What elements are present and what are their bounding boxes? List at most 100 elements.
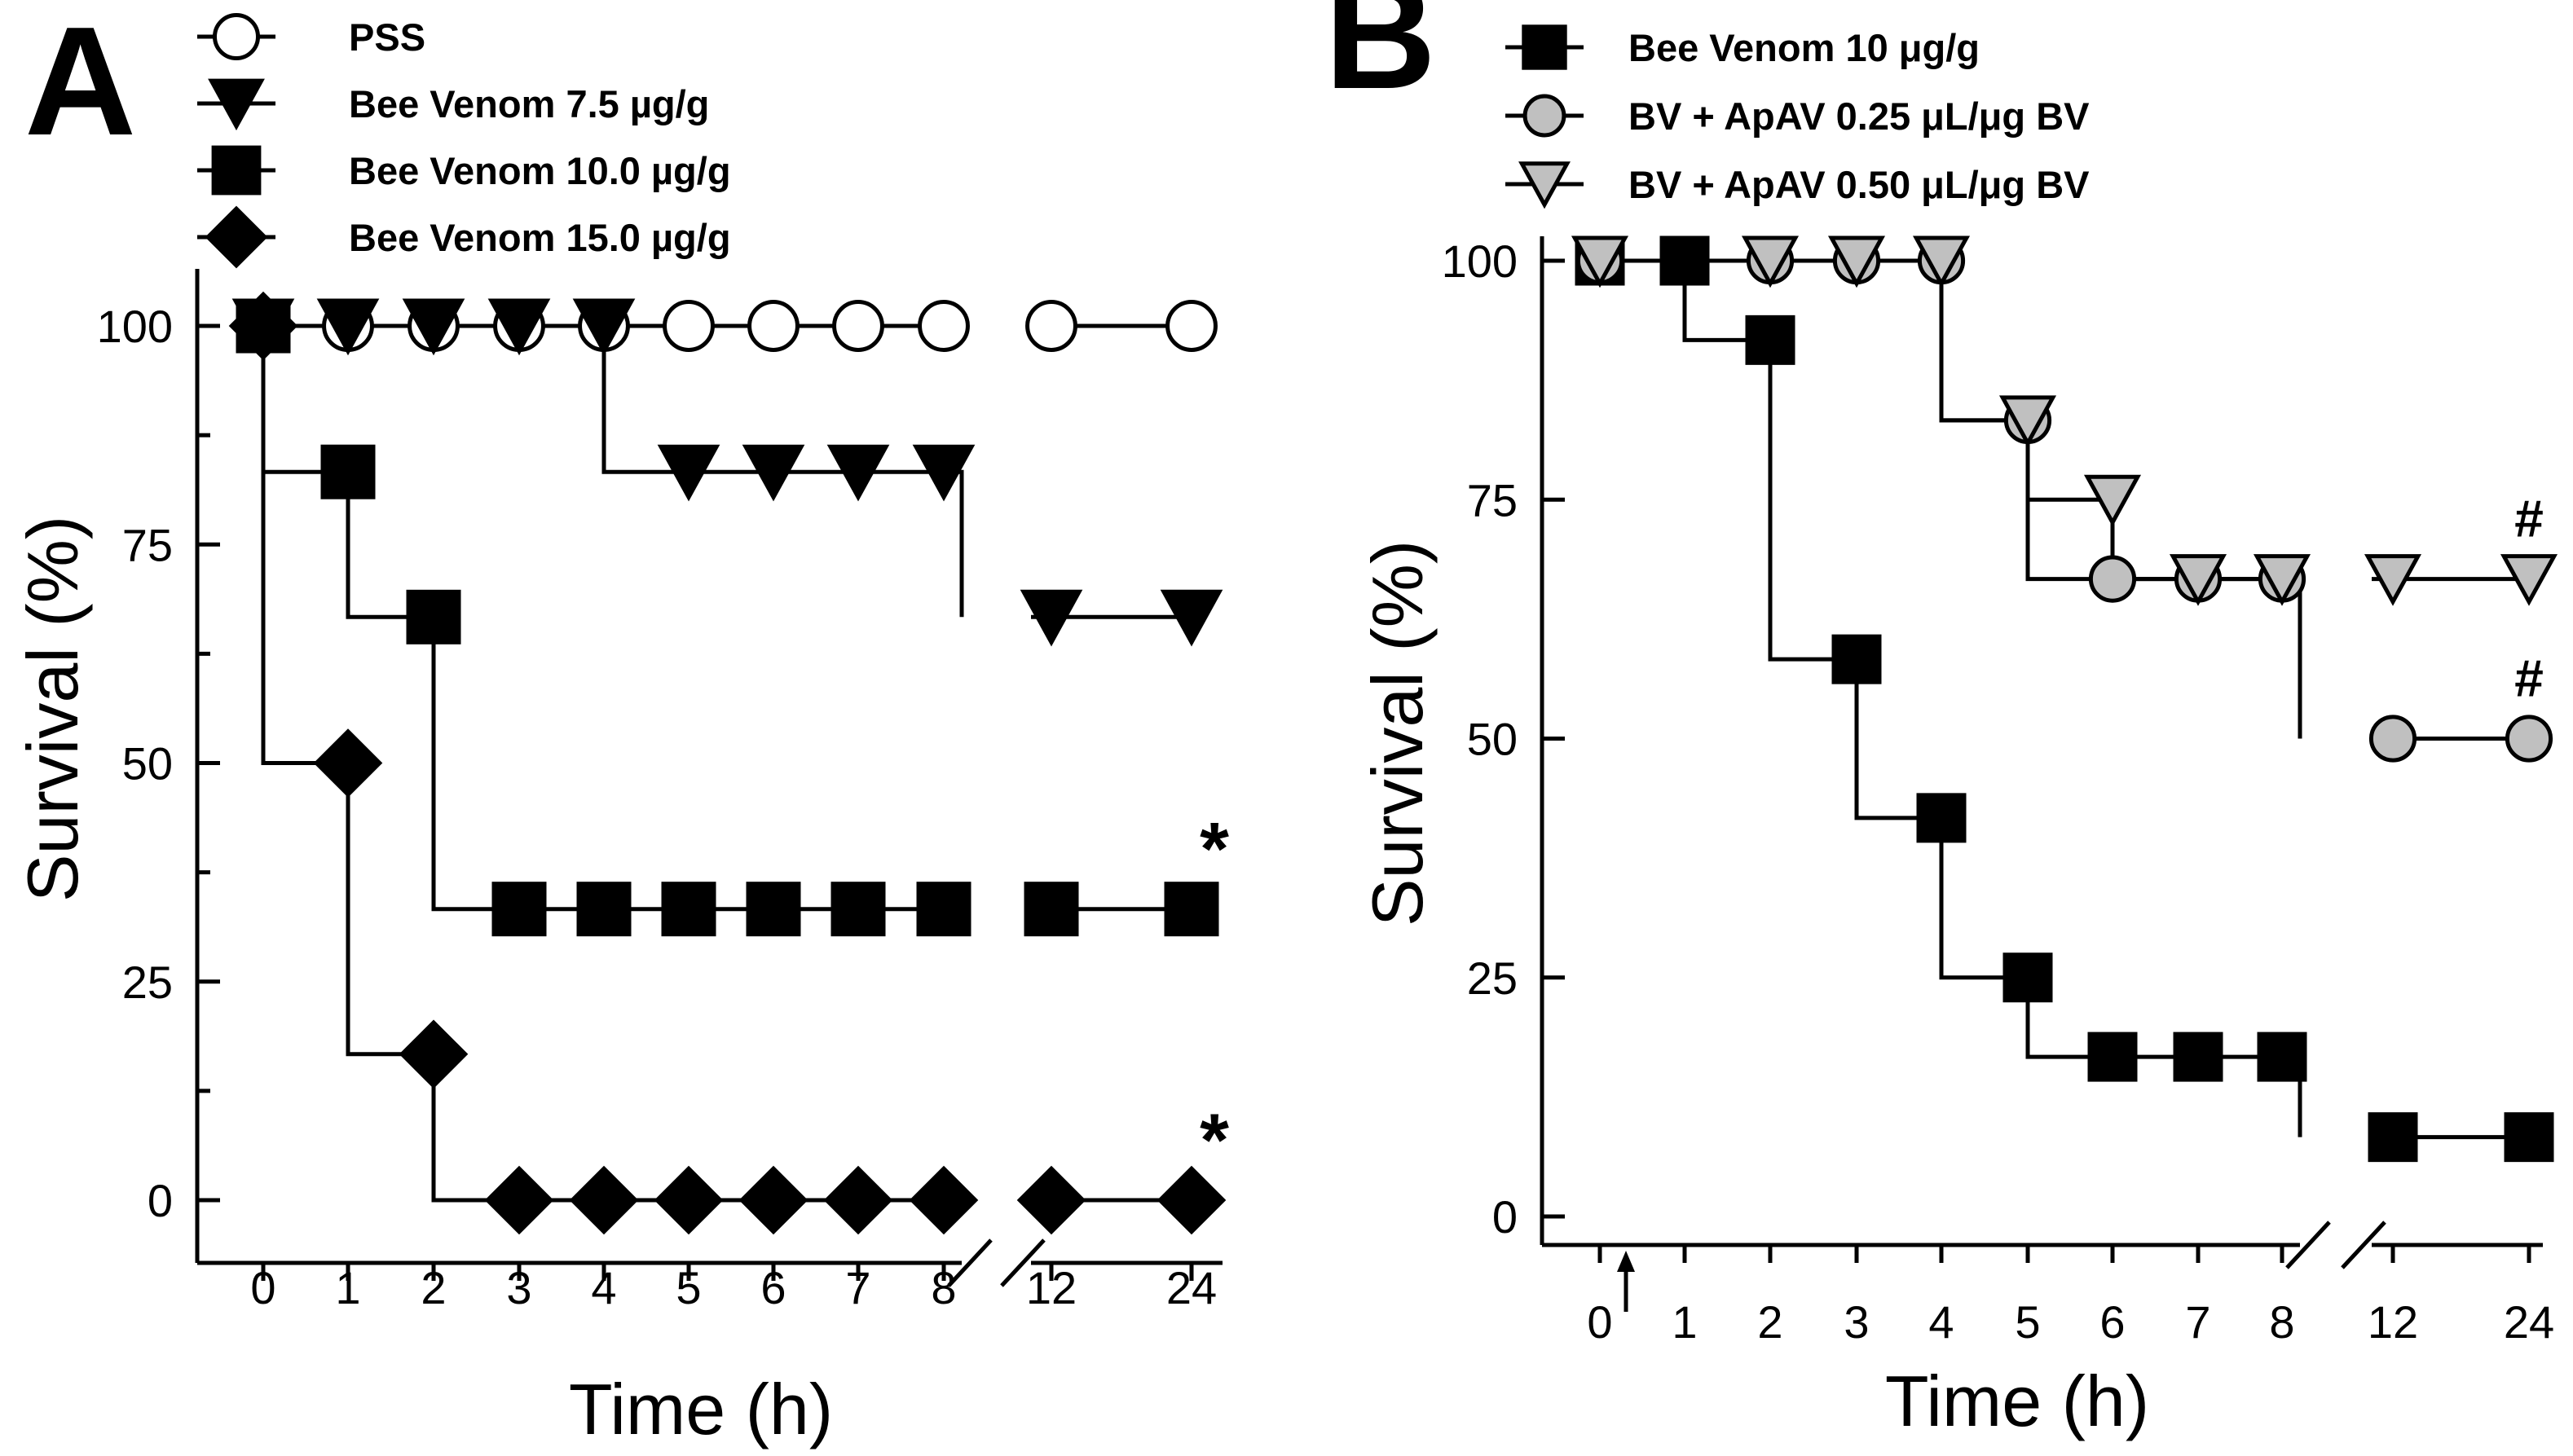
marker-bee-venom-7-5-ug-g	[1020, 589, 1083, 647]
marker-bee-venom-15-0-ug-g	[1157, 1165, 1227, 1235]
legend-marker-bee-venom-7-5-ug-g	[208, 78, 265, 131]
y-tick-label: 0	[1492, 1191, 1518, 1243]
x-tick-label: 7	[845, 1262, 870, 1313]
y-tick-label: 25	[1467, 952, 1518, 1004]
marker-pss	[747, 300, 800, 352]
marker-bee-venom-10-ug-g	[2087, 1032, 2138, 1082]
series-lines	[1600, 258, 2529, 1140]
marker-bee-venom-15-0-ug-g	[1016, 1165, 1086, 1235]
legend: PSS Bee Venom 7.5 µg/g Bee Venom 10.0 µg/g…	[197, 12, 731, 269]
x-axis-title: Time (h)	[1885, 1361, 2149, 1441]
marker-bee-venom-7-5-ug-g	[742, 444, 805, 502]
marker-bee-venom-7-5-ug-g	[487, 298, 551, 356]
x-tick-label: 12	[1026, 1262, 1077, 1313]
marker-bee-venom-10-0-ug-g	[320, 444, 376, 499]
marker-bv-apav-0-50-ul-ug-bv	[2253, 554, 2311, 606]
series-markers	[228, 291, 1227, 1235]
marker-pss	[663, 300, 715, 352]
series-line-bee-venom-15-0-ug-g	[261, 326, 1192, 1203]
marker-pss	[832, 300, 884, 352]
y-tick-label: 25	[122, 957, 173, 1008]
y-axis-title: Survival (%)	[1357, 540, 1438, 926]
marker-bv-apav-0-50-ul-ug-bv	[1912, 235, 1971, 288]
legend-label: Bee Venom 10 μg/g	[1628, 26, 1980, 69]
x-axis-title: Time (h)	[569, 1369, 833, 1449]
legend-marker-bee-venom-10-0-ug-g	[211, 145, 262, 196]
marker-pss	[918, 300, 970, 352]
x-tick-label: 1	[1672, 1296, 1697, 1348]
legend-label: Bee Venom 7.5 µg/g	[349, 82, 709, 125]
series-line-bee-venom-10-ug-g	[1600, 258, 2529, 1140]
marker-bee-venom-15-0-ug-g	[484, 1165, 554, 1235]
y-tick-label: 0	[148, 1175, 173, 1226]
marker-bv-apav-0-50-ul-ug-bv	[2083, 474, 2142, 527]
marker-bee-venom-15-0-ug-g	[654, 1165, 724, 1235]
marker-bee-venom-10-ug-g	[1916, 793, 1967, 843]
x-tick-label: 4	[1928, 1296, 1954, 1348]
y-tick-label: 75	[122, 519, 173, 570]
x-tick-label: 2	[421, 1262, 446, 1313]
x-tick-label: 24	[1166, 1262, 1217, 1313]
marker-bee-venom-10-0-ug-g	[491, 882, 547, 937]
legend: Bee Venom 10 μg/g BV + ApAV 0.25 μL/μg BV…	[1505, 24, 2090, 209]
y-tick-label: 50	[1467, 714, 1518, 765]
legend-label: BV + ApAV 0.25 μL/μg BV	[1628, 95, 2090, 138]
x-tick-label: 1	[335, 1262, 360, 1313]
panel-letter: B	[1324, 0, 1436, 121]
marker-bee-venom-10-0-ug-g	[916, 882, 971, 937]
marker-bv-apav-0-50-ul-ug-bv	[1571, 235, 1629, 288]
marker-bee-venom-15-0-ug-g	[823, 1165, 893, 1235]
marker-bee-venom-15-0-ug-g	[313, 728, 383, 798]
x-tick-label: 12	[2368, 1296, 2418, 1348]
series-lines	[261, 323, 1192, 1203]
marker-bv-apav-0-25-ul-ug-bv	[2368, 715, 2417, 763]
marker-bee-venom-10-ug-g	[1745, 315, 1795, 365]
x-tick-label: 2	[1757, 1296, 1782, 1348]
axis-break-slash	[2341, 1221, 2386, 1269]
marker-bee-venom-10-ug-g	[2173, 1032, 2223, 1082]
y-tick-label: 50	[122, 738, 173, 790]
marker-bee-venom-10-ug-g	[2257, 1032, 2307, 1082]
marker-bee-venom-10-0-ug-g	[406, 589, 461, 644]
marker-bee-venom-15-0-ug-g	[909, 1165, 979, 1235]
marker-bv-apav-0-50-ul-ug-bv	[2169, 554, 2227, 606]
significance-marker: #	[2514, 490, 2544, 548]
legend-item: BV + ApAV 0.25 μL/μg BV	[1505, 94, 2090, 138]
legend-marker-bv-apav-0-25-ul-ug-bv	[1522, 94, 1566, 138]
marker-bee-venom-10-0-ug-g	[1164, 882, 1219, 937]
marker-bv-apav-0-50-ul-ug-bv	[2364, 554, 2422, 606]
marker-pss	[1025, 300, 1077, 352]
x-tick-label: 3	[506, 1262, 531, 1313]
series-line-bv-apav-0-50-ul-ug-bv	[1600, 258, 2529, 582]
axis-break-slash	[1000, 1238, 1046, 1287]
x-tick-label: 6	[760, 1262, 786, 1313]
marker-bee-venom-7-5-ug-g	[402, 298, 465, 356]
marker-bee-venom-10-ug-g	[2002, 952, 2053, 1003]
marker-bee-venom-7-5-ug-g	[826, 444, 890, 502]
axis-break-slash	[2285, 1221, 2331, 1269]
legend-item: PSS	[197, 12, 425, 61]
legend-marker-bee-venom-15-0-ug-g	[205, 205, 268, 269]
marker-pss	[1165, 300, 1218, 352]
x-tick-label: 0	[250, 1262, 275, 1313]
legend-label: PSS	[349, 15, 425, 59]
marker-bee-venom-10-ug-g	[1831, 634, 1882, 684]
x-tick-label: 8	[931, 1262, 956, 1313]
legend-item: BV + ApAV 0.50 μL/μg BV	[1505, 161, 2090, 209]
marker-bee-venom-10-0-ug-g	[1024, 882, 1079, 937]
y-tick-label: 100	[97, 301, 173, 352]
y-tick-label: 100	[1442, 235, 1518, 287]
x-tick-label: 7	[2185, 1296, 2210, 1348]
marker-bee-venom-7-5-ug-g	[912, 444, 976, 502]
marker-bv-apav-0-50-ul-ug-bv	[1741, 235, 1800, 288]
x-tick-label: 0	[1587, 1296, 1612, 1348]
legend-marker-bv-apav-0-50-ul-ug-bv	[1518, 161, 1571, 209]
legend-label: Bee Venom 10.0 µg/g	[349, 149, 731, 192]
x-tick-label: 3	[1844, 1296, 1869, 1348]
x-tick-label: 5	[2015, 1296, 2040, 1348]
